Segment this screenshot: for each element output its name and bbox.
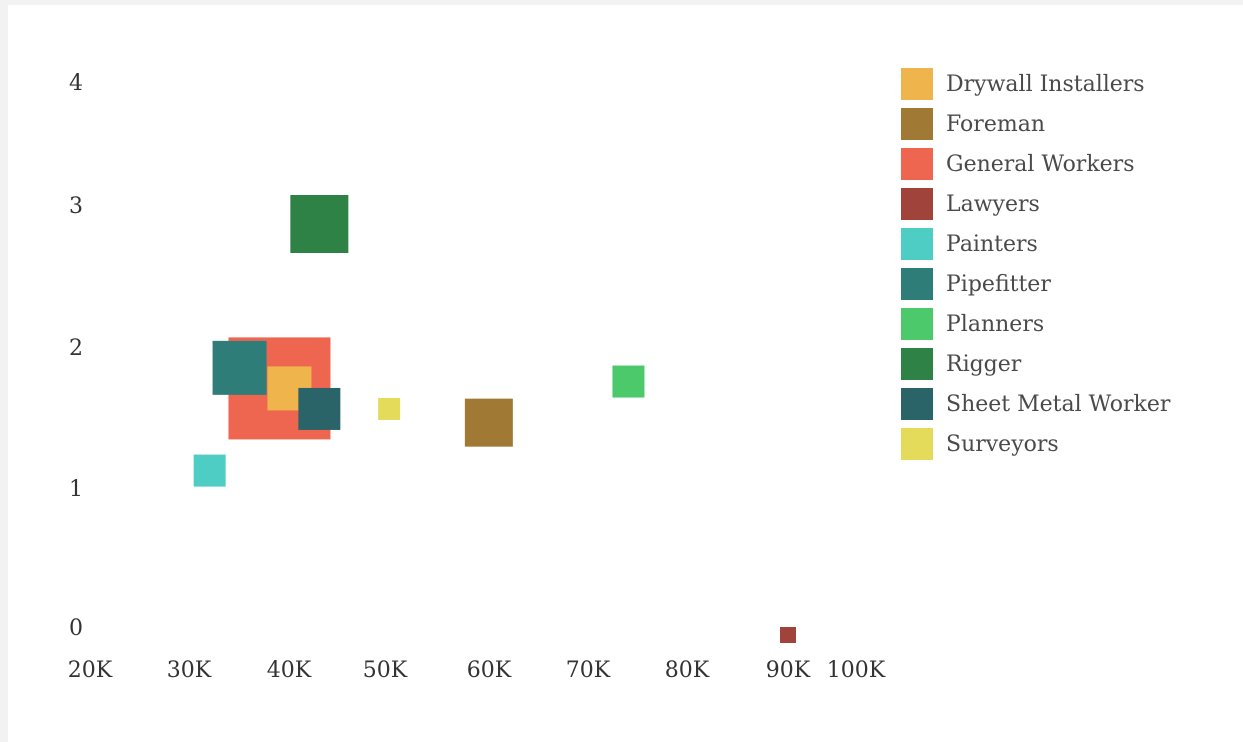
y-tick-label: 2 bbox=[69, 336, 83, 361]
x-tick-label: 20K bbox=[68, 658, 113, 683]
legend-swatch bbox=[901, 188, 933, 220]
x-tick-label: 80K bbox=[665, 658, 710, 683]
bubble-chart: 0 1 2 3 4 20K 30K 40K 50K 60K 70K 80K 90K 100K Drywa… bbox=[68, 68, 1171, 683]
data-marks bbox=[193, 195, 796, 643]
legend-swatch bbox=[901, 228, 933, 260]
legend-label: Rigger bbox=[946, 352, 1022, 377]
legend-label: Drywall Installers bbox=[946, 72, 1145, 97]
y-tick-label: 3 bbox=[69, 194, 83, 219]
legend-label: Foreman bbox=[946, 112, 1045, 137]
x-tick-label: 40K bbox=[267, 658, 312, 683]
x-tick-label: 50K bbox=[363, 658, 408, 683]
marker-pipefitter[interactable] bbox=[212, 340, 267, 395]
x-axis-ticks: 20K 30K 40K 50K 60K 70K 80K 90K 100K bbox=[68, 658, 886, 683]
legend-swatch bbox=[901, 348, 933, 380]
x-tick-label: 60K bbox=[467, 658, 512, 683]
y-axis-ticks: 0 1 2 3 4 bbox=[69, 71, 83, 641]
marker-planners[interactable] bbox=[612, 365, 645, 398]
legend-label: Planners bbox=[946, 312, 1044, 337]
chart-frame: 0 1 2 3 4 20K 30K 40K 50K 60K 70K 80K 90K 100K Drywa… bbox=[8, 5, 1243, 742]
legend-label: Sheet Metal Worker bbox=[946, 392, 1171, 417]
marker-sheet-metal-worker[interactable] bbox=[298, 387, 341, 430]
x-tick-label: 100K bbox=[827, 658, 886, 683]
legend-swatch bbox=[901, 428, 933, 460]
marker-rigger[interactable] bbox=[290, 195, 349, 253]
legend-label: Surveyors bbox=[946, 432, 1059, 457]
legend-label: Lawyers bbox=[946, 192, 1040, 217]
legend-swatch bbox=[901, 68, 933, 100]
marker-foreman[interactable] bbox=[464, 398, 513, 447]
y-tick-label: 4 bbox=[69, 71, 83, 96]
legend-label: Painters bbox=[946, 232, 1038, 257]
x-tick-label: 70K bbox=[566, 658, 611, 683]
legend: Drywall Installers Foreman General Workers… bbox=[901, 68, 1171, 460]
legend-swatch bbox=[901, 268, 933, 300]
marker-lawyers[interactable] bbox=[780, 627, 796, 643]
y-tick-label: 0 bbox=[69, 616, 83, 641]
x-tick-label: 90K bbox=[766, 658, 811, 683]
marker-painters[interactable] bbox=[193, 454, 226, 487]
x-tick-label: 30K bbox=[167, 658, 212, 683]
legend-label: Pipefitter bbox=[946, 272, 1051, 297]
legend-label: General Workers bbox=[946, 152, 1134, 177]
legend-swatch bbox=[901, 108, 933, 140]
y-tick-label: 1 bbox=[69, 477, 83, 502]
marker-surveyors[interactable] bbox=[378, 397, 401, 420]
legend-swatch bbox=[901, 148, 933, 180]
legend-swatch bbox=[901, 388, 933, 420]
legend-swatch bbox=[901, 308, 933, 340]
